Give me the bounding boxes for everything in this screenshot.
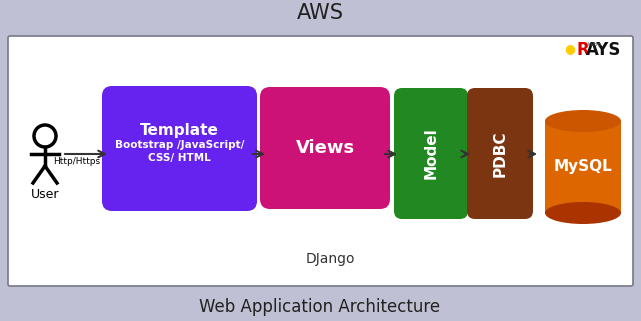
- Text: Views: Views: [296, 139, 354, 157]
- Text: Http/Https: Http/Https: [53, 157, 101, 166]
- FancyBboxPatch shape: [260, 87, 390, 209]
- Text: Web Application Architecture: Web Application Architecture: [199, 298, 440, 316]
- Ellipse shape: [545, 202, 621, 224]
- Text: PDBC: PDBC: [492, 130, 508, 177]
- FancyBboxPatch shape: [467, 88, 533, 219]
- Text: AWS: AWS: [297, 3, 344, 23]
- Text: Infoo: Infoo: [587, 41, 601, 47]
- FancyBboxPatch shape: [102, 86, 257, 211]
- Ellipse shape: [545, 110, 621, 132]
- Text: User: User: [31, 187, 59, 201]
- Text: AYS: AYS: [586, 41, 621, 59]
- Text: R: R: [576, 41, 588, 59]
- Text: DJango: DJango: [305, 252, 354, 266]
- Text: Model: Model: [424, 128, 438, 179]
- FancyBboxPatch shape: [394, 88, 468, 219]
- Text: Bootstrap /JavaScript/
CSS/ HTML: Bootstrap /JavaScript/ CSS/ HTML: [115, 140, 244, 163]
- Text: MySQL: MySQL: [554, 160, 612, 175]
- Text: ●: ●: [565, 42, 576, 56]
- FancyBboxPatch shape: [8, 36, 633, 286]
- Polygon shape: [545, 121, 621, 213]
- Text: Template: Template: [140, 123, 219, 138]
